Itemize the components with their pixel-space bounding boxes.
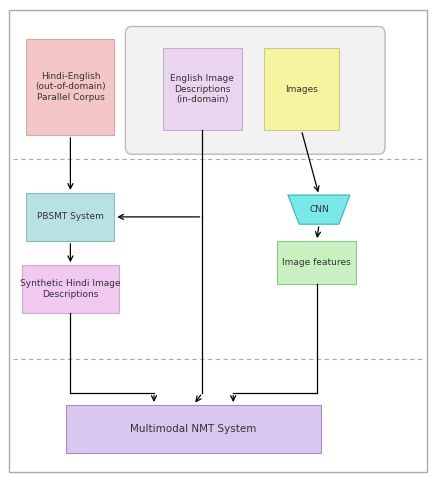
FancyBboxPatch shape xyxy=(66,405,321,453)
FancyBboxPatch shape xyxy=(9,10,427,472)
FancyBboxPatch shape xyxy=(163,48,242,130)
FancyBboxPatch shape xyxy=(277,241,356,284)
FancyBboxPatch shape xyxy=(26,39,114,135)
Text: Multimodal NMT System: Multimodal NMT System xyxy=(130,424,257,434)
FancyBboxPatch shape xyxy=(264,48,339,130)
Text: Images: Images xyxy=(285,85,318,94)
Text: Hindi-English
(out-of-domain)
Parallel Corpus: Hindi-English (out-of-domain) Parallel C… xyxy=(35,72,106,102)
Text: PBSMT System: PBSMT System xyxy=(37,213,104,221)
FancyBboxPatch shape xyxy=(26,193,114,241)
Text: Image features: Image features xyxy=(282,258,351,267)
FancyBboxPatch shape xyxy=(125,27,385,154)
FancyBboxPatch shape xyxy=(22,265,119,313)
Polygon shape xyxy=(288,195,350,224)
Text: CNN: CNN xyxy=(309,205,329,214)
Text: English Image
Descriptions
(in-domain): English Image Descriptions (in-domain) xyxy=(170,74,235,104)
Text: Synthetic Hindi Image
Descriptions: Synthetic Hindi Image Descriptions xyxy=(20,280,121,299)
